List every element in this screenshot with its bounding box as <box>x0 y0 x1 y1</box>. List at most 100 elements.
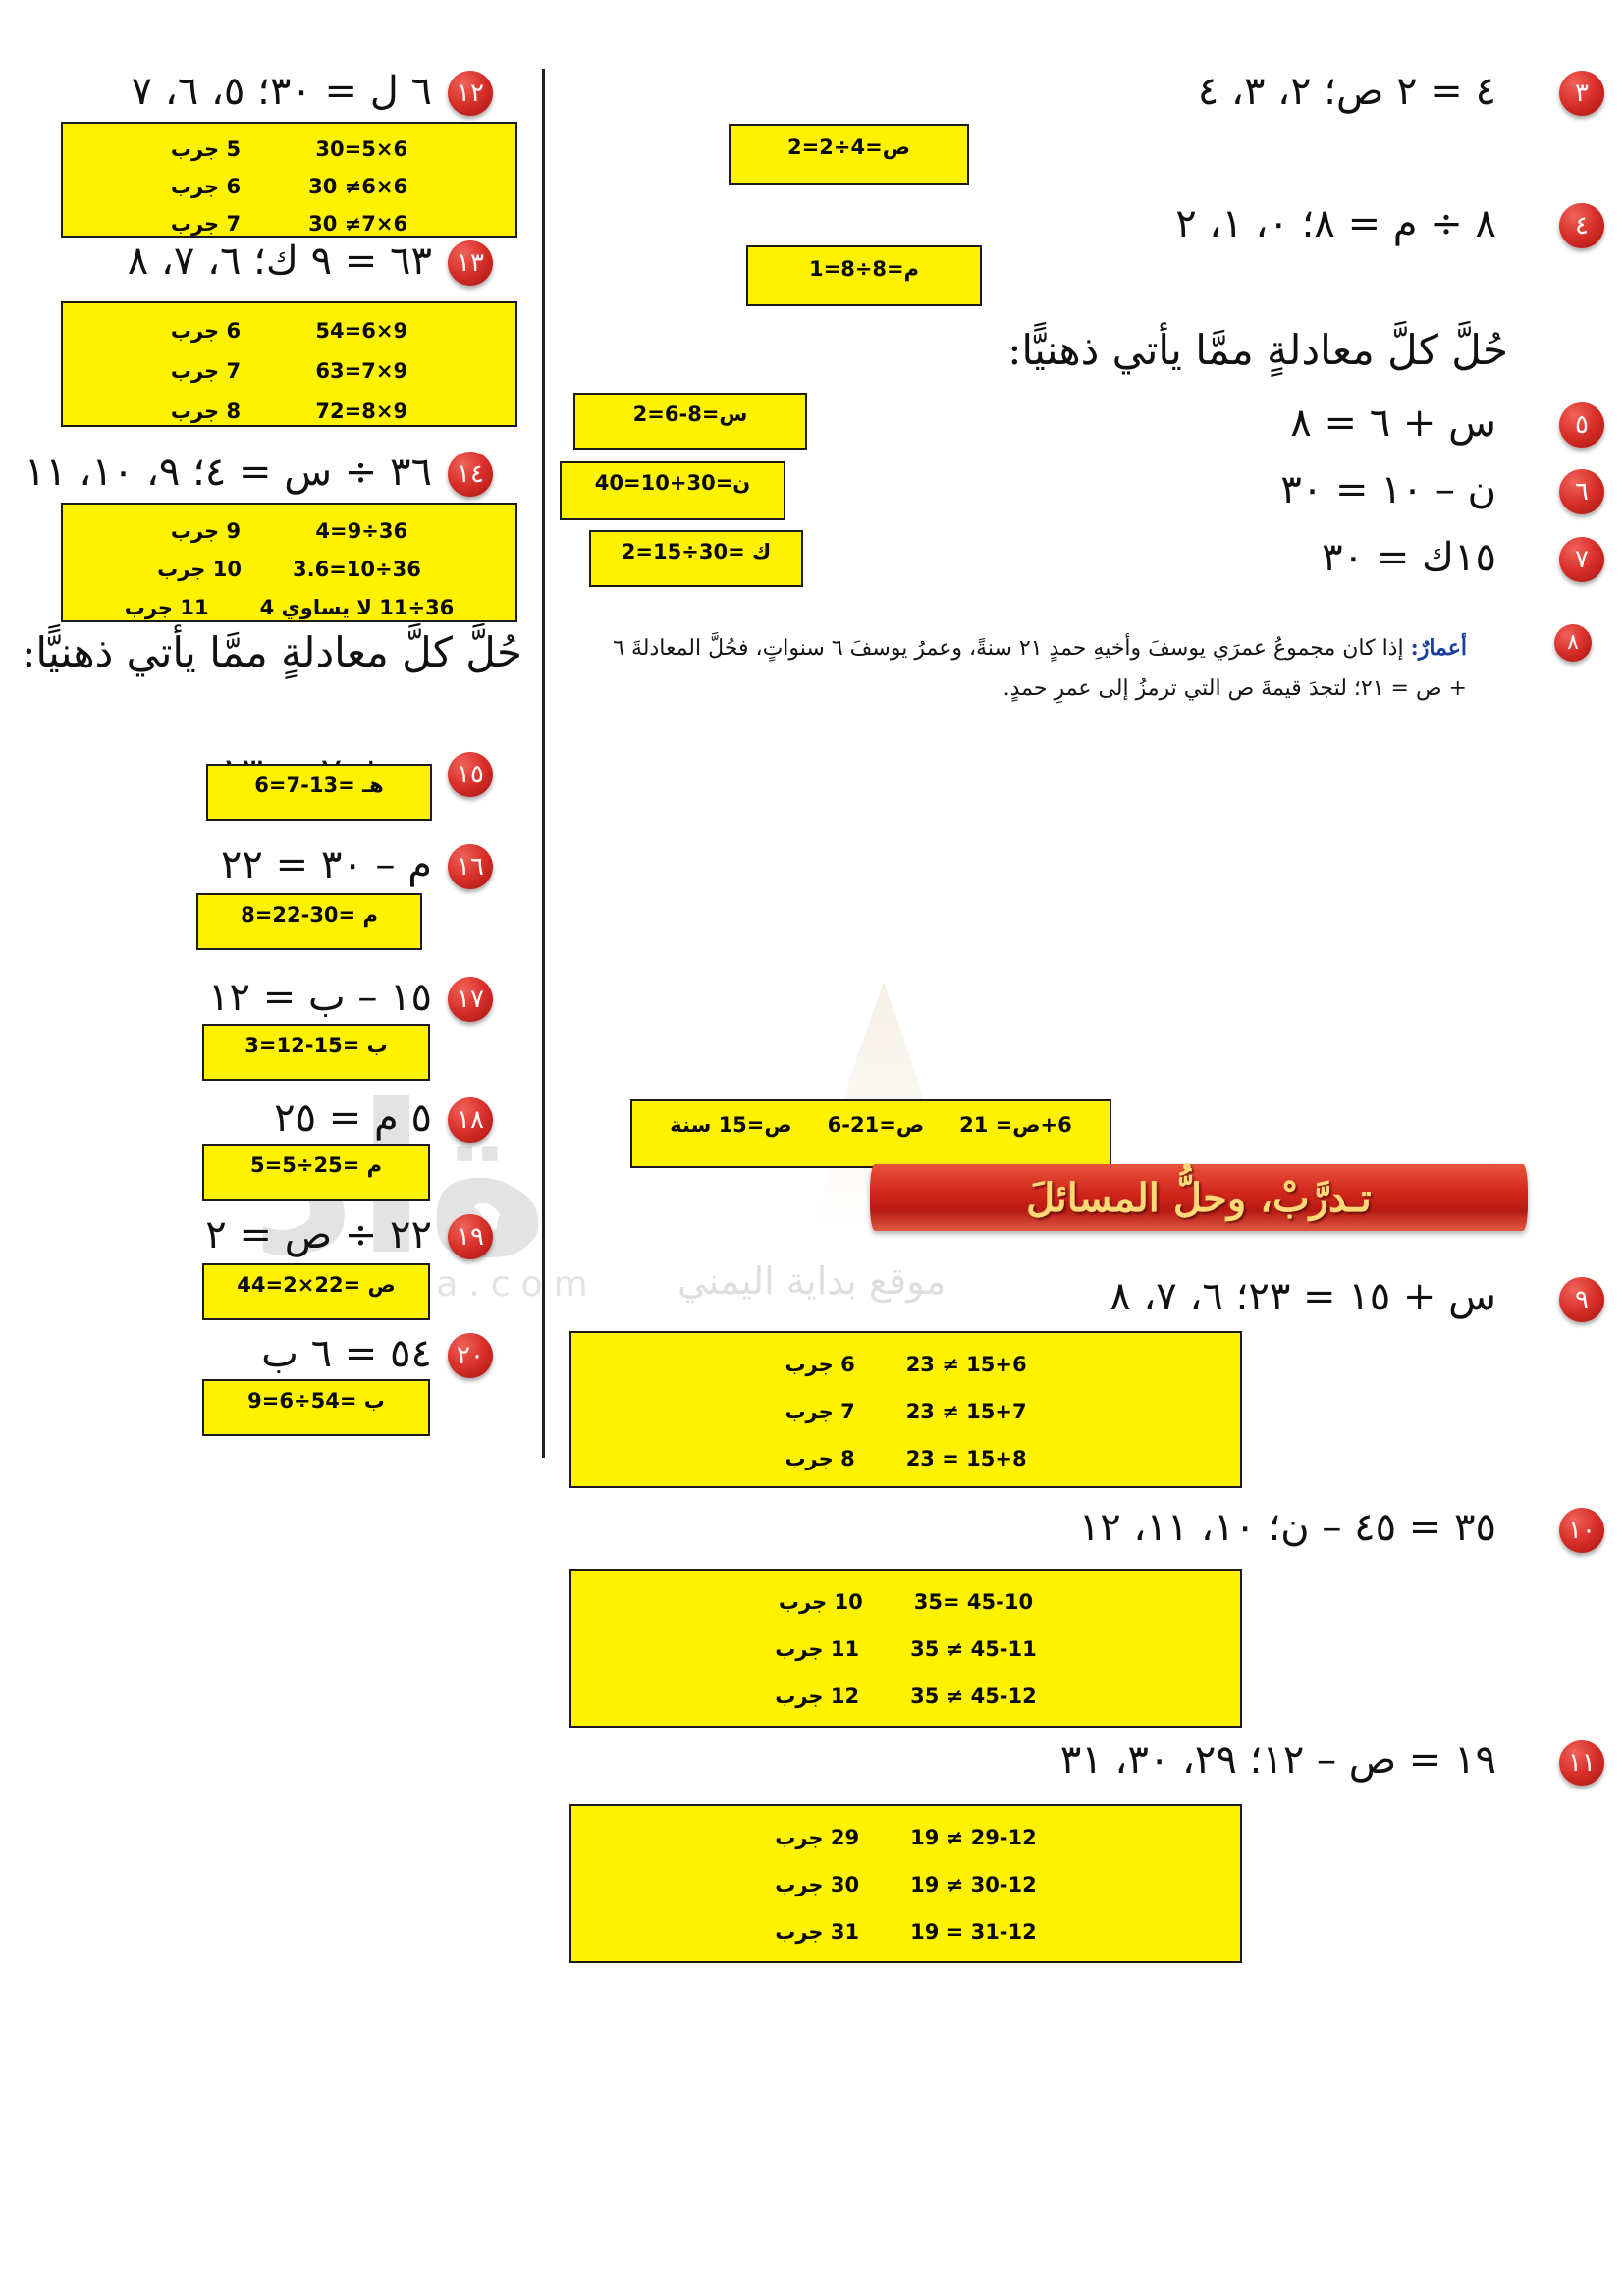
section-heading-mental-left: حُلَّ كلَّ معادلةٍ ممَّا يأتي ذهنيًّا: <box>22 628 522 676</box>
answer-text-7: ك =30÷15=2 <box>621 540 772 563</box>
answer-box-15[interactable]: هـ =13-7=6 <box>206 764 432 821</box>
answer-box-4[interactable]: م=8÷8=1 <box>746 245 982 306</box>
try-label-11-1: جرب <box>775 1826 824 1849</box>
try-label-12-1: جرب <box>170 137 220 161</box>
answer-box-8[interactable]: 6+ص= 21 ص=21-6 ص=15 سنة <box>630 1099 1111 1168</box>
answer-box-13[interactable]: 9×6=54 6 جرب 9×7=63 7 جرب 9×8=72 8 جرب <box>61 301 517 427</box>
answer-box-19[interactable]: ص =22×2=44 <box>202 1263 430 1320</box>
try-label-14-3: جرب <box>124 596 174 619</box>
trial-check-11-3: 31-12 = 19 <box>910 1920 1037 1944</box>
problem-number-20: ٢٠ <box>448 1333 493 1378</box>
trial-value-12-3: 7 <box>226 212 242 236</box>
trial-value-12-2: 6 <box>226 175 242 198</box>
equation-16: م – ٣٠ = ٢٢ <box>220 842 432 887</box>
try-label-9-2: جرب <box>785 1400 834 1423</box>
equation-18: ٥ م = ٢٥ <box>274 1095 432 1141</box>
trial-value-9-3: 8 <box>840 1447 855 1470</box>
answer-box-10[interactable]: 45-10 =35 10 جرب 45-11 ≠ 35 11 جرب 45-12… <box>569 1569 1242 1728</box>
trial-value-11-1: 29 <box>830 1826 860 1849</box>
practice-section-label: تـدرَّبْ، وحلُّ المسائلَ <box>1026 1174 1372 1221</box>
problem-number-15: ١٥ <box>448 752 493 797</box>
try-label-12-2: جرب <box>170 175 220 198</box>
trial-value-12-1: 5 <box>226 137 242 161</box>
answer-box-18[interactable]: م =25÷5=5 <box>202 1144 430 1201</box>
answer-text-5: س=8-6=2 <box>632 402 748 426</box>
answer-box-9[interactable]: 15+6 ≠ 23 6 جرب 15+7 ≠ 23 7 جرب 15+8 = 2… <box>569 1331 1242 1488</box>
problem-number-14: ١٤ <box>448 452 493 497</box>
trial-check-14-3: 36÷11 لا يساوي 4 <box>259 596 455 619</box>
answer-box-3[interactable]: ص=4÷2=2 <box>729 124 969 185</box>
answer-box-5[interactable]: س=8-6=2 <box>573 393 807 450</box>
answer-box-11[interactable]: 29-12 ≠ 19 29 جرب 30-12 ≠ 19 30 جرب 31-1… <box>569 1804 1242 1963</box>
trial-value-11-3: 31 <box>830 1920 860 1944</box>
try-label-9-3: جرب <box>785 1447 834 1470</box>
equation-20: ٥٤ = ٦ ب <box>261 1331 432 1376</box>
answer-box-12[interactable]: 6×5=30 5 جرب 6×6≠ 30 6 جرب 6×7≠ 30 7 جرب <box>61 122 517 238</box>
answer-box-6[interactable]: ن=30+10=40 <box>560 461 785 520</box>
answer-box-16[interactable]: م =30-22=8 <box>196 893 422 950</box>
trial-value-11-2: 30 <box>830 1873 860 1896</box>
answer-box-14[interactable]: 36÷9=4 9 جرب 36÷10=3.6 10 جرب 36÷11 لا ي… <box>61 503 517 622</box>
problem-number-5: ٥ <box>1559 402 1604 448</box>
word-problem-8-title: أعمارٌ: <box>1410 635 1467 661</box>
problem-number-6: ٦ <box>1559 469 1604 514</box>
try-label-14-2: جرب <box>157 558 206 581</box>
answer-text-19: ص =22×2=44 <box>237 1273 396 1297</box>
trial-value-13-3: 8 <box>226 400 242 423</box>
problem-number-17: ١٧ <box>448 977 493 1022</box>
answer-text-8-part1: 6+ص= 21 <box>959 1113 1072 1137</box>
word-problem-8: أعمارٌ: إذا كان مجموعُ عمرَي يوسفَ وأخيه… <box>603 628 1467 709</box>
answer-text-6: ن=30+10=40 <box>594 471 751 495</box>
equation-5: س + ٦ = ٨ <box>1290 400 1496 446</box>
try-label-14-1: جرب <box>170 519 220 543</box>
trial-value-9-1: 6 <box>840 1353 855 1376</box>
answer-text-3: ص=4÷2=2 <box>787 135 910 159</box>
answer-text-17: ب =15-12=3 <box>244 1034 388 1057</box>
trial-check-9-3: 15+8 = 23 <box>905 1447 1027 1470</box>
trial-check-9-2: 15+7 ≠ 23 <box>905 1400 1027 1423</box>
trial-check-9-1: 15+6 ≠ 23 <box>905 1353 1027 1376</box>
try-label-10-3: جرب <box>775 1684 824 1708</box>
answer-box-20[interactable]: ب =54÷6=9 <box>202 1379 430 1436</box>
trial-check-13-2: 9×7=63 <box>315 359 408 383</box>
equation-17: ١٥ – ب = ١٢ <box>208 975 432 1020</box>
answer-text-15: هـ =13-7=6 <box>254 774 384 797</box>
answer-text-18: م =25÷5=5 <box>249 1153 382 1177</box>
try-label-10-1: جرب <box>778 1590 828 1614</box>
problem-number-16: ١٦ <box>448 844 493 889</box>
trial-check-10-1: 45-10 =35 <box>913 1590 1034 1614</box>
equation-14: ٣٦ ÷ س = ٤؛ ٩، ١٠، ١١ <box>24 450 432 495</box>
answer-text-20: ب =54÷6=9 <box>247 1389 385 1413</box>
trial-value-10-3: 12 <box>830 1684 860 1708</box>
trial-check-12-1: 6×5=30 <box>315 137 408 161</box>
trial-check-10-3: 45-12 ≠ 35 <box>910 1684 1037 1708</box>
practice-section-banner: تـدرَّبْ، وحلُّ المسائلَ <box>870 1164 1528 1231</box>
try-label-13-2: جرب <box>170 359 220 383</box>
trial-value-10-2: 11 <box>830 1637 860 1661</box>
problem-number-13: ١٣ <box>448 240 493 286</box>
trial-check-12-2: 6×6≠ 30 <box>308 175 408 198</box>
try-label-9-1: جرب <box>785 1353 834 1376</box>
answer-text-16: م =30-22=8 <box>241 903 378 927</box>
equation-11: ١٩ = ص – ١٢؛ ٢٩، ٣٠، ٣١ <box>1059 1737 1496 1783</box>
problem-number-9: ٩ <box>1559 1277 1604 1322</box>
trial-check-11-2: 30-12 ≠ 19 <box>910 1873 1037 1896</box>
try-label-10-2: جرب <box>775 1637 824 1661</box>
equation-3: ٤ = ٢ ص؛ ٢، ٣، ٤ <box>1197 69 1496 114</box>
equation-9: س + ١٥ = ٢٣؛ ٦، ٧، ٨ <box>1110 1274 1496 1319</box>
trial-check-10-2: 45-11 ≠ 35 <box>910 1637 1037 1661</box>
try-label-11-3: جرب <box>775 1920 824 1944</box>
trial-value-13-1: 6 <box>226 319 242 343</box>
trial-value-10-1: 10 <box>834 1590 863 1614</box>
problem-number-7: ٧ <box>1559 537 1604 582</box>
equation-4: ٨ ÷ م = ٨؛ ٠، ١، ٢ <box>1175 201 1496 246</box>
equation-6: ن – ١٠ = ٣٠ <box>1280 467 1496 512</box>
try-label-12-3: جرب <box>170 212 220 236</box>
problem-number-11: ١١ <box>1559 1740 1604 1786</box>
problem-number-8: ٨ <box>1554 624 1592 662</box>
word-problem-8-body: إذا كان مجموعُ عمرَي يوسفَ وأخيهِ حمدٍ ٢… <box>613 636 1467 701</box>
answer-box-7[interactable]: ك =30÷15=2 <box>589 530 803 587</box>
answer-box-17[interactable]: ب =15-12=3 <box>202 1024 430 1081</box>
trial-value-13-2: 7 <box>226 359 242 383</box>
